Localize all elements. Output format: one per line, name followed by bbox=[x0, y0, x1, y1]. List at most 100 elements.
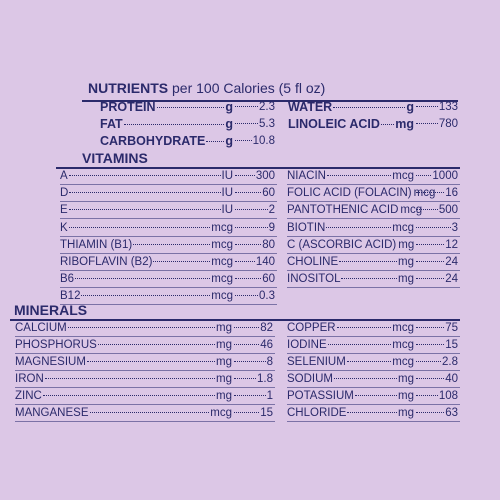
leader bbox=[416, 226, 451, 228]
value: 12 bbox=[445, 238, 458, 251]
row-rule bbox=[15, 370, 275, 371]
nutrient-name: WATER bbox=[288, 100, 333, 114]
row-rule bbox=[60, 287, 277, 289]
nutrient-row: FAT g bbox=[100, 117, 233, 132]
leader bbox=[380, 124, 395, 125]
value-cell: 1 bbox=[233, 389, 273, 404]
unit: g bbox=[406, 100, 414, 114]
value-cell: 15 bbox=[233, 406, 273, 421]
nutrient-row: INOSITOL mg bbox=[287, 272, 414, 287]
value: 5.3 bbox=[259, 118, 275, 130]
leader bbox=[234, 344, 260, 345]
nutrient-row: WATER g bbox=[288, 100, 414, 115]
value-cell: 780 bbox=[415, 117, 458, 132]
nutrient-row: FOLIC ACID (FOLACIN) mcg bbox=[287, 186, 435, 201]
nutrient-name: FAT bbox=[100, 117, 123, 131]
value: 2.8 bbox=[442, 356, 458, 368]
leader bbox=[153, 261, 211, 262]
nutrient-row: THIAMIN (B1) mcg bbox=[60, 238, 233, 253]
value: 46 bbox=[260, 339, 273, 351]
nutrient-row: CARBOHYDRATE g bbox=[100, 134, 233, 149]
row-rule bbox=[287, 370, 460, 371]
leader bbox=[68, 209, 221, 211]
unit: mcg bbox=[392, 170, 414, 182]
row-rule bbox=[15, 404, 275, 405]
value: 9 bbox=[268, 221, 275, 234]
nutrient-row: PROTEIN g bbox=[100, 100, 233, 115]
unit: mg bbox=[398, 273, 414, 286]
row-rule bbox=[287, 270, 460, 271]
row-rule bbox=[15, 336, 275, 337]
row-rule bbox=[60, 304, 277, 306]
unit: mcg bbox=[400, 204, 423, 217]
row-rule bbox=[60, 218, 277, 220]
value-cell: 500 bbox=[415, 203, 458, 218]
row-rule bbox=[287, 218, 460, 220]
value-cell: 60 bbox=[234, 186, 275, 201]
nutrient-name: D bbox=[60, 187, 69, 200]
leader bbox=[235, 123, 258, 124]
value-cell: 46 bbox=[233, 338, 273, 353]
leader bbox=[416, 361, 441, 362]
value-cell: 24 bbox=[415, 272, 458, 287]
leader bbox=[123, 124, 225, 125]
value-cell: 8 bbox=[233, 355, 273, 370]
unit: mg bbox=[398, 407, 414, 419]
value-cell: 133 bbox=[415, 100, 458, 115]
value-cell: 5.3 bbox=[234, 117, 275, 132]
nutrient-row: COPPER mcg bbox=[287, 321, 414, 336]
value: 2 bbox=[268, 204, 275, 217]
value-cell: 300 bbox=[234, 169, 275, 184]
unit: mcg bbox=[211, 221, 233, 234]
nutrient-row: LINOLEIC ACID mg bbox=[288, 117, 414, 132]
nutrient-name: E bbox=[60, 204, 68, 217]
unit: mcg bbox=[210, 407, 232, 419]
nutrient-name: RIBOFLAVIN (B2) bbox=[60, 256, 153, 268]
value-cell: 1000 bbox=[415, 169, 458, 184]
row-rule bbox=[15, 421, 275, 422]
row-rule bbox=[60, 235, 277, 237]
leader bbox=[416, 175, 432, 176]
rule bbox=[82, 100, 458, 102]
unit: IU bbox=[221, 170, 234, 182]
value-cell: 108 bbox=[415, 389, 458, 404]
leader bbox=[416, 412, 445, 413]
nutrient-name: PANTOTHENIC ACID bbox=[287, 204, 399, 217]
row-rule bbox=[287, 184, 460, 185]
value: 108 bbox=[438, 390, 458, 402]
row-rule bbox=[287, 336, 460, 337]
value-cell: 63 bbox=[415, 406, 458, 421]
nutrient-row: CHOLINE mg bbox=[287, 255, 414, 270]
unit: mcg bbox=[211, 256, 233, 268]
value: 10.8 bbox=[252, 135, 275, 147]
row-rule bbox=[60, 201, 277, 203]
row-rule bbox=[60, 252, 277, 254]
unit: IU bbox=[221, 204, 234, 217]
leader bbox=[347, 412, 398, 413]
unit: mcg bbox=[413, 187, 436, 200]
leader bbox=[416, 243, 445, 245]
title-rest: per 100 Calories (5 fl oz) bbox=[172, 80, 326, 96]
nutrient-name: THIAMIN (B1) bbox=[60, 238, 133, 251]
nutrient-row: RIBOFLAVIN (B2) mcg bbox=[60, 255, 233, 270]
value: 1000 bbox=[432, 170, 458, 182]
nutrient-name: A bbox=[60, 170, 68, 182]
unit: mg bbox=[216, 373, 232, 385]
nutrient-row: B12 mcg bbox=[60, 289, 233, 304]
unit: mg bbox=[216, 356, 232, 368]
leader bbox=[326, 175, 392, 176]
value: 16 bbox=[445, 187, 458, 200]
row-rule bbox=[287, 235, 460, 237]
leader bbox=[333, 107, 406, 108]
row-rule bbox=[60, 270, 277, 271]
value-cell: 75 bbox=[415, 321, 458, 336]
leader bbox=[97, 344, 216, 345]
leader bbox=[235, 140, 252, 141]
value: 24 bbox=[445, 256, 458, 268]
unit: mcg bbox=[392, 221, 414, 234]
nutrient-row: C (ASCORBIC ACID) mg bbox=[287, 238, 414, 253]
nutrient-row: E IU bbox=[60, 203, 233, 218]
leader bbox=[67, 327, 216, 328]
leader bbox=[416, 261, 445, 262]
